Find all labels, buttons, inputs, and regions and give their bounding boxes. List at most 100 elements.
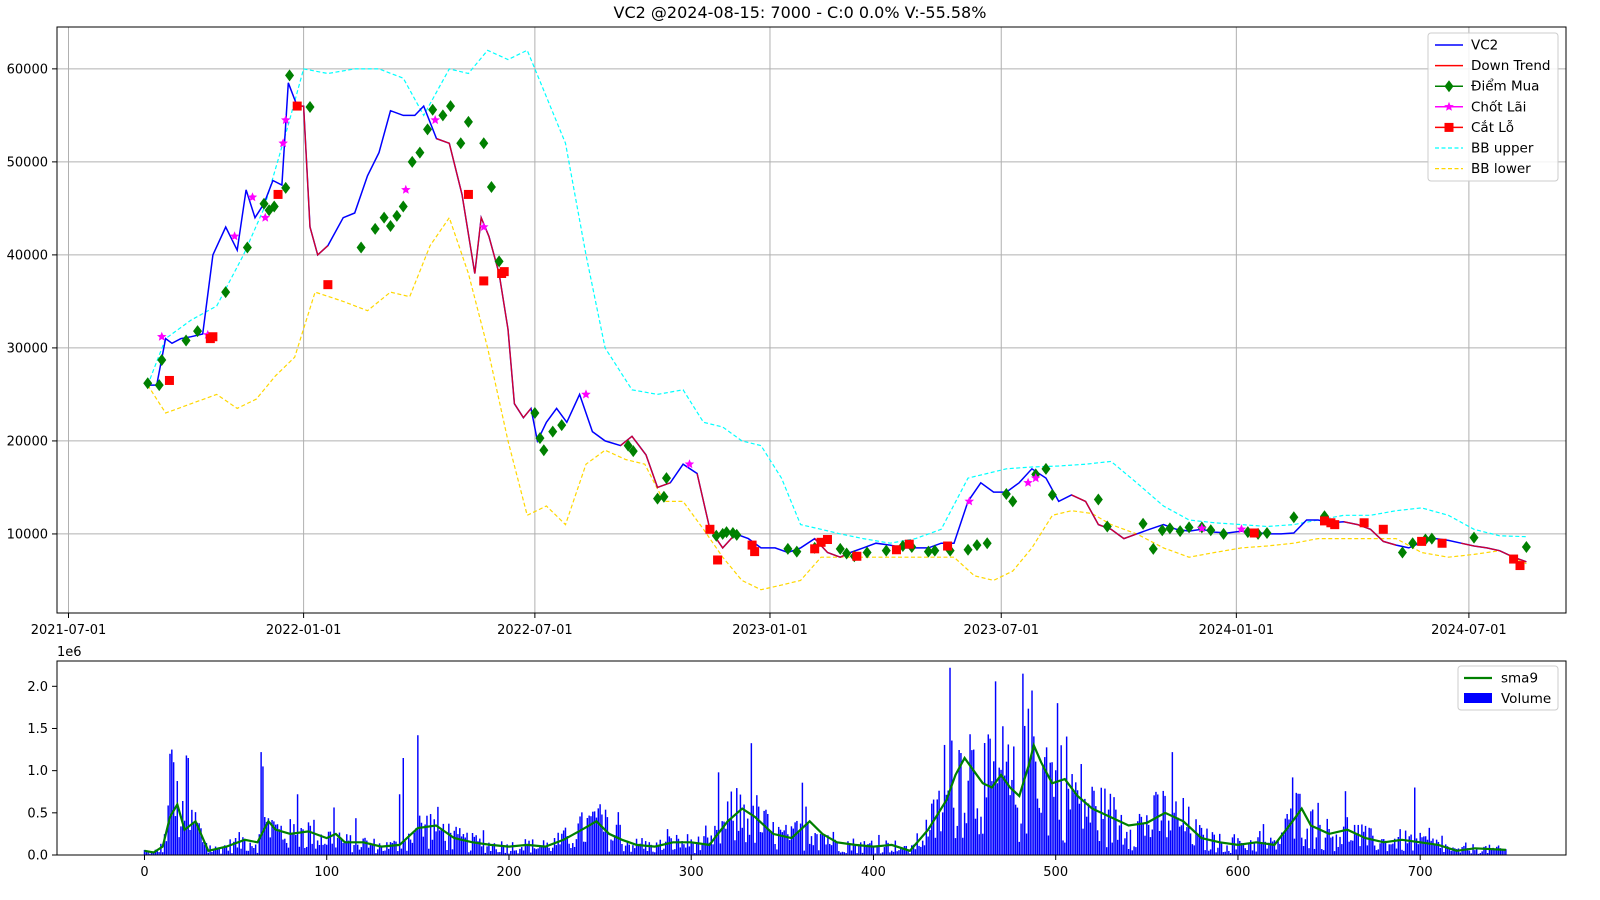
volume-bar <box>972 749 975 855</box>
volume-bar <box>781 832 784 855</box>
volume-bar <box>1352 840 1354 855</box>
buy-point-marker <box>370 222 380 235</box>
volume-bar <box>1211 832 1214 855</box>
volume-bar <box>444 840 446 855</box>
volume-bar <box>1393 838 1396 855</box>
volume-bar <box>377 849 379 855</box>
stop-loss-marker <box>1378 524 1388 534</box>
volume-bar <box>960 753 962 855</box>
take-profit-marker <box>1236 524 1247 534</box>
volume-bar <box>1284 818 1287 855</box>
y-tick-label: 10000 <box>7 527 48 542</box>
buy-point-marker <box>428 103 438 116</box>
volume-bar <box>413 832 415 855</box>
volume-bar <box>1109 793 1112 855</box>
volume-bar <box>171 749 173 855</box>
volume-bar <box>1311 809 1314 855</box>
price-chart: 2021-07-01 2022-01-01 2022-07-01 2023-01-01… <box>7 26 1567 638</box>
volume-bar <box>395 841 397 855</box>
stop-loss-marker <box>1249 528 1259 538</box>
volume-bar <box>1501 849 1503 855</box>
buy-point-marker <box>181 334 191 347</box>
volume-bar <box>794 822 796 855</box>
volume-bar <box>765 809 767 855</box>
volume-bar <box>320 834 322 855</box>
volume-bar <box>253 847 255 855</box>
volume-bar <box>1432 838 1434 855</box>
volume-bar <box>437 806 439 855</box>
volume-bar <box>1131 850 1133 855</box>
buy-point-marker <box>548 425 558 438</box>
legend: sma9 Volume <box>1457 665 1559 711</box>
volume-bar <box>493 843 496 855</box>
stop-loss-marker <box>1330 520 1340 530</box>
volume-bar <box>1073 792 1075 855</box>
volume-bar <box>584 841 587 855</box>
buy-point-marker <box>862 546 872 559</box>
volume-bar <box>1091 786 1093 855</box>
volume-bar <box>258 834 261 855</box>
chart-title: VC2 @2024-08-15: 7000 - C:0 0.0% V:-55.5… <box>614 3 987 22</box>
volume-bar <box>1082 828 1084 855</box>
volume-bar <box>1029 758 1031 855</box>
volume-bar <box>1062 840 1064 855</box>
volume-bar <box>378 843 381 855</box>
volume-bar <box>1423 836 1425 855</box>
volume-bar <box>945 794 948 855</box>
volume-bar <box>1104 788 1106 855</box>
volume-bar <box>1000 769 1002 855</box>
volume-bar <box>1499 848 1502 855</box>
volume-bar <box>1173 812 1175 855</box>
volume-bar <box>1280 832 1283 855</box>
volume-bar <box>1339 836 1341 855</box>
volume-bar <box>1144 835 1146 855</box>
volume-bar <box>621 844 623 855</box>
stop-loss-marker <box>943 541 953 551</box>
volume-bar <box>900 848 902 855</box>
volume-bar <box>1268 842 1270 855</box>
volume-bar <box>243 838 246 855</box>
volume-bar <box>1253 842 1256 855</box>
volume-bar <box>710 835 712 855</box>
volume-bar <box>679 847 682 855</box>
buy-point-marker <box>557 419 567 432</box>
volume-bar <box>623 851 625 855</box>
volume-bar <box>808 843 811 855</box>
volume-bar <box>280 825 282 855</box>
volume-bar <box>1505 849 1507 855</box>
volume-bar <box>1113 797 1115 855</box>
volume-bar <box>1291 777 1294 855</box>
volume-bar <box>1308 848 1310 855</box>
volume-bar <box>1319 824 1321 855</box>
volume-bar <box>756 795 758 855</box>
buy-point-marker <box>1001 487 1011 500</box>
buy-point-marker <box>259 197 269 210</box>
volume-bar <box>1147 824 1150 855</box>
volume-bar <box>1483 846 1485 855</box>
volume-bar <box>1124 838 1126 855</box>
volume-bar <box>491 844 494 855</box>
volume-bar <box>223 845 226 855</box>
volume-bar <box>624 845 627 855</box>
volume-bar <box>779 829 782 855</box>
volume-bar <box>1479 853 1482 855</box>
volume-bar <box>610 839 612 855</box>
volume-bar <box>998 767 1000 855</box>
volume-bar <box>318 845 321 855</box>
volume-bar <box>907 850 909 855</box>
volume-bar <box>1346 817 1349 855</box>
volume-bar <box>1321 849 1323 855</box>
volume-bar <box>477 841 479 855</box>
volume-bar <box>1235 849 1237 855</box>
volume-bar <box>726 801 729 855</box>
volume-bar <box>202 842 204 855</box>
volume-bar <box>1007 744 1010 855</box>
volume-bar <box>1359 846 1361 855</box>
volume-bar <box>517 853 519 855</box>
volume-bar <box>805 806 807 855</box>
volume-bar <box>648 842 651 855</box>
volume-bar <box>174 816 177 855</box>
volume-bar <box>1457 848 1460 855</box>
volume-bar <box>276 824 279 855</box>
